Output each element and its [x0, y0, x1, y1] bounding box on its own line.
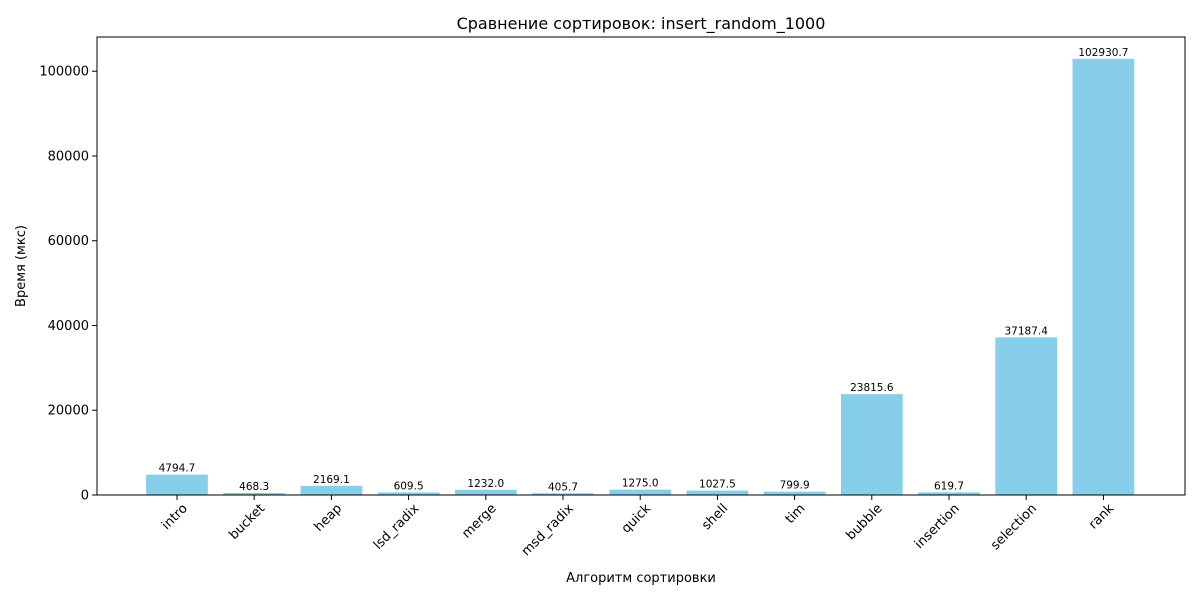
data-label-merge: 1232.0	[467, 478, 504, 490]
chart-title: Сравнение сортировок: insert_random_1000	[457, 14, 826, 34]
data-label-heap: 2169.1	[313, 474, 350, 486]
data-label-intro: 4794.7	[159, 463, 196, 475]
bar-quick	[609, 489, 672, 495]
data-label-shell: 1027.5	[699, 479, 736, 491]
y-tick-label: 80000	[48, 149, 89, 164]
bar-msd_radix	[532, 493, 594, 495]
bar-insertion	[918, 492, 980, 495]
y-tick-label: 20000	[48, 404, 89, 419]
bar-shell	[686, 490, 749, 495]
bar-rank	[1072, 58, 1135, 495]
bar-merge	[454, 489, 517, 495]
data-label-insertion: 619.7	[934, 480, 964, 492]
data-label-rank: 102930.7	[1078, 47, 1128, 59]
bar-intro	[146, 474, 208, 495]
data-label-quick: 1275.0	[622, 478, 659, 490]
plot-area: 4794.7 468.3 2169.1 609.5 1232.0 405.7 1275.0 1…	[39, 36, 1186, 559]
y-tick-label: 60000	[48, 234, 89, 249]
bar-lsd_radix	[377, 492, 440, 495]
data-label-lsd_radix: 609.5	[394, 480, 424, 492]
y-axis-label: Время (мкс)	[14, 225, 29, 307]
bar-bubble	[840, 394, 903, 495]
y-tick-label: 40000	[48, 319, 89, 334]
x-axis-label: Алгоритм сортировки	[566, 571, 716, 586]
data-label-tim: 799.9	[780, 480, 810, 492]
bar-selection	[995, 337, 1058, 495]
bar-tim	[763, 491, 826, 495]
bar-bucket	[223, 493, 286, 495]
y-tick-label: 0	[81, 489, 89, 504]
bar-heap	[300, 485, 363, 495]
data-label-bubble: 23815.6	[850, 382, 894, 394]
data-label-msd_radix: 405.7	[548, 481, 578, 493]
data-label-selection: 37187.4	[1004, 325, 1048, 337]
y-tick-label: 100000	[39, 65, 89, 80]
data-label-bucket: 468.3	[239, 481, 269, 493]
plot-frame	[96, 36, 1186, 496]
